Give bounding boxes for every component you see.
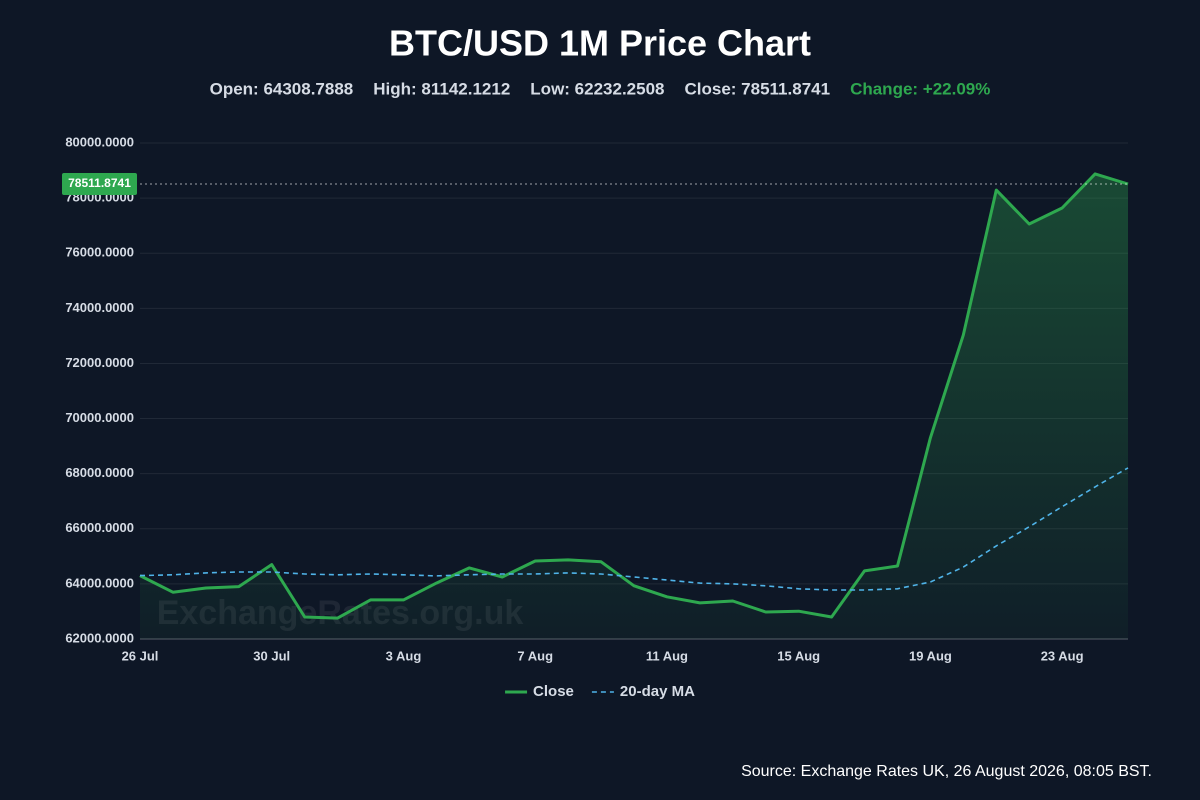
area	[140, 173, 1128, 639]
stat: Open: 64308.7888	[210, 79, 354, 98]
stats: Open: 64308.7888 High: 81142.1212 Low: 622…	[210, 79, 991, 98]
y-tick-label: 72000.0000	[65, 355, 134, 370]
legend: Close 20-day MA	[505, 683, 695, 700]
y-tick-label: 64000.0000	[65, 575, 134, 590]
x-tick-label: 23 Aug	[1041, 648, 1084, 663]
x-tick-label: 30 Jul	[253, 648, 290, 663]
y-tick-label: 70000.0000	[65, 410, 134, 425]
legend-label: Close	[533, 683, 574, 700]
legend-label: 20-day MA	[620, 683, 695, 700]
y-tick-label: 62000.0000	[65, 630, 134, 645]
y-tick-label: 76000.0000	[65, 245, 134, 260]
y-tick-label: 66000.0000	[65, 520, 134, 535]
last-price-label: 78511.8741	[68, 176, 131, 190]
stat: Close: 78511.8741	[685, 79, 831, 98]
x-tick-label: 7 Aug	[517, 648, 553, 663]
x-tick-label: 26 Jul	[122, 648, 159, 663]
series-line	[139, 467, 1129, 591]
stat: Low: 62232.2508	[530, 79, 664, 98]
x-tick-label: 15 Aug	[777, 648, 820, 663]
change: Change: +22.09%	[850, 79, 990, 98]
source: Source: Exchange Rates UK, 26 August 202…	[741, 763, 1152, 780]
y-tick-label: 74000.0000	[65, 300, 134, 315]
y-tick-label: 68000.0000	[65, 465, 134, 480]
stat: High: 81142.1212	[373, 79, 510, 98]
chart-title: BTC/USD 1M Price Chart	[389, 23, 811, 64]
series-line	[139, 172, 1129, 620]
x-tick-label: 19 Aug	[909, 648, 952, 663]
y-tick-label: 80000.0000	[65, 134, 134, 149]
x-tick-label: 3 Aug	[386, 648, 422, 663]
last-price-tag	[62, 173, 137, 196]
x-tick-label: 11 Aug	[646, 648, 688, 663]
